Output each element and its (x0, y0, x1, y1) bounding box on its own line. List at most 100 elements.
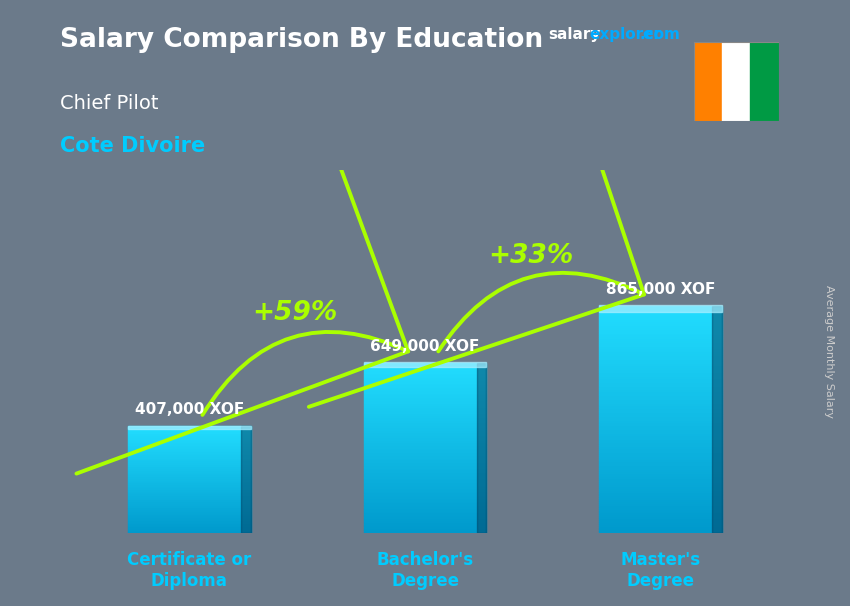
Bar (599, 410, 722, 412)
Bar (364, 498, 486, 499)
Bar (599, 439, 722, 441)
Bar (599, 452, 722, 454)
Bar (128, 520, 251, 521)
Bar (128, 472, 251, 473)
Text: Chief Pilot: Chief Pilot (60, 94, 158, 113)
Bar (599, 499, 722, 501)
Bar (364, 529, 486, 530)
Text: Average Monthly Salary: Average Monthly Salary (824, 285, 834, 418)
Bar (128, 475, 251, 476)
Bar (599, 368, 722, 370)
Bar (599, 482, 722, 484)
FancyArrowPatch shape (309, 0, 644, 407)
Bar (599, 459, 722, 461)
Bar (364, 464, 486, 465)
Bar (128, 510, 251, 511)
Bar (599, 395, 722, 397)
Bar (364, 380, 486, 381)
Bar (364, 499, 486, 501)
Bar (128, 512, 251, 513)
Bar (364, 363, 486, 364)
Bar (599, 433, 722, 435)
Bar (364, 404, 486, 405)
Bar (599, 474, 722, 476)
Bar (599, 448, 722, 450)
Bar (599, 407, 722, 408)
Bar (599, 385, 722, 387)
Bar (599, 402, 722, 405)
Bar (599, 397, 722, 399)
Bar (599, 361, 722, 363)
Bar (364, 441, 486, 442)
Bar (477, 363, 486, 533)
Bar (599, 525, 722, 528)
Bar (128, 511, 251, 512)
Bar (599, 384, 722, 385)
Bar (364, 447, 486, 448)
Bar (364, 508, 486, 509)
Bar (364, 421, 486, 422)
Bar (128, 438, 251, 439)
Bar (599, 528, 722, 530)
Bar (128, 452, 251, 453)
Bar (128, 456, 251, 457)
Bar (599, 338, 722, 340)
Bar (599, 518, 722, 520)
Bar (128, 460, 251, 461)
Bar (364, 502, 486, 504)
Bar (599, 505, 722, 507)
Bar (599, 357, 722, 359)
Bar (364, 455, 486, 456)
Bar (128, 464, 251, 465)
Bar (364, 384, 486, 385)
Text: +33%: +33% (489, 243, 574, 269)
Bar (128, 437, 251, 438)
Bar (599, 408, 722, 410)
Bar (364, 362, 486, 367)
Bar (128, 474, 251, 475)
Bar (128, 531, 251, 533)
Bar (128, 507, 251, 508)
Bar (241, 427, 251, 533)
Bar (128, 508, 251, 509)
Bar (599, 327, 722, 328)
Bar (364, 530, 486, 532)
Text: Master's
Degree: Master's Degree (620, 551, 701, 590)
Bar (364, 510, 486, 512)
Text: explorer: explorer (589, 27, 661, 42)
Bar (599, 333, 722, 335)
Bar (128, 499, 251, 501)
Bar (128, 502, 251, 503)
Bar (364, 504, 486, 505)
Bar (364, 512, 486, 513)
Bar (599, 416, 722, 418)
Bar (128, 461, 251, 462)
Bar (128, 435, 251, 436)
Bar (599, 465, 722, 467)
Bar (364, 381, 486, 382)
Bar (364, 382, 486, 384)
Bar (599, 393, 722, 395)
Bar (128, 498, 251, 499)
Bar (128, 471, 251, 472)
Bar (599, 325, 722, 327)
Text: Bachelor's
Degree: Bachelor's Degree (377, 551, 473, 590)
Bar (364, 364, 486, 365)
Bar (364, 495, 486, 496)
Text: 865,000 XOF: 865,000 XOF (606, 282, 716, 297)
Bar (599, 495, 722, 498)
Text: .com: .com (639, 27, 680, 42)
Bar (599, 427, 722, 429)
Bar (128, 450, 251, 451)
Bar (599, 331, 722, 333)
Bar (364, 424, 486, 425)
Bar (128, 468, 251, 469)
Bar (364, 434, 486, 435)
Bar (364, 400, 486, 401)
Bar (364, 385, 486, 387)
Bar (128, 488, 251, 490)
Bar (128, 453, 251, 454)
Bar (364, 465, 486, 467)
Bar (599, 471, 722, 473)
Bar (364, 427, 486, 428)
